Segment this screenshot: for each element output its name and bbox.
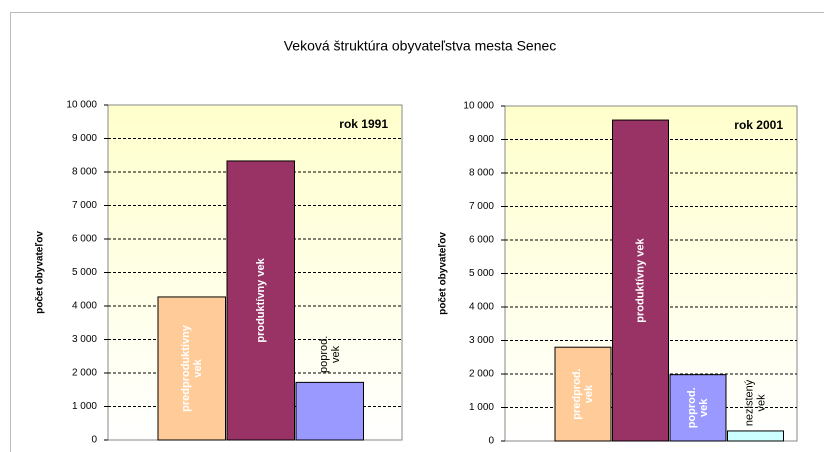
bar-label: poprod.vek: [686, 387, 710, 428]
y-tick-label: 8 000: [72, 167, 97, 178]
bar: [727, 430, 784, 442]
y-tick-label: 3 000: [72, 334, 97, 345]
y-tick-label: 7 000: [469, 201, 494, 212]
bar-label-line: vek: [192, 358, 204, 377]
y-tick-label: 1 000: [469, 402, 494, 413]
bar-label-line: nezistený: [743, 379, 755, 426]
bar-label-line: vek: [755, 394, 767, 412]
y-tick-label: 6 000: [469, 235, 494, 246]
bar-label-line: poprod.: [686, 387, 698, 428]
y-axis-label: počet obyvateľov: [35, 231, 46, 314]
y-tick-label: 4 000: [72, 301, 97, 312]
y-tick-label: 10 000: [463, 101, 494, 112]
bar-label: produktívny vek: [634, 237, 646, 322]
bar-label: nezistenývek: [743, 379, 767, 426]
bar-label-line: predproduktívny: [180, 324, 192, 412]
y-tick-label: 8 000: [469, 168, 494, 179]
bar-label-line: vek: [330, 345, 342, 363]
bar: [295, 381, 364, 441]
y-tick-label: 5 000: [469, 268, 494, 279]
bar: [612, 119, 669, 442]
y-tick-label: 9 000: [72, 133, 97, 144]
bar: [554, 346, 612, 442]
bar-label-line: vek: [583, 384, 595, 403]
y-tick-label: 1 000: [72, 401, 97, 412]
y-tick-label: 0: [488, 436, 494, 447]
y-tick-label: 6 000: [72, 234, 97, 245]
y-tick-label: 7 000: [72, 200, 97, 211]
bar-label-line: produktívny vek: [255, 257, 267, 342]
chart-title: Veková štruktúra obyvateľstva mesta Sene…: [284, 38, 557, 54]
bar-label: produktívny vek: [255, 257, 267, 342]
bar-label-line: predprod.: [571, 368, 583, 419]
y-tick-label: 2 000: [469, 369, 494, 380]
y-tick-label: 0: [91, 435, 97, 446]
y-tick-label: 3 000: [469, 335, 494, 346]
bar: [157, 296, 226, 441]
bar-label: predproduktívnyvek: [180, 324, 204, 412]
y-tick-label: 2 000: [72, 368, 97, 379]
y-tick-label: 5 000: [72, 267, 97, 278]
bar-label-line: poprod.: [318, 336, 330, 373]
y-tick-label: 10 000: [66, 100, 97, 111]
y-axis-label: počet obyvateľov: [438, 232, 449, 315]
bar-label: poprod.vek: [318, 336, 342, 373]
y-tick-label: 4 000: [469, 302, 494, 313]
bar: [669, 374, 727, 442]
bar-label-line: produktívny vek: [634, 237, 646, 322]
annotation: rok 1991: [339, 117, 388, 131]
bar-label-line: vek: [698, 398, 710, 417]
bar: [226, 160, 295, 441]
annotation: rok 2001: [734, 118, 783, 132]
y-tick-label: 9 000: [469, 134, 494, 145]
bar-label: predprod.vek: [571, 368, 595, 419]
